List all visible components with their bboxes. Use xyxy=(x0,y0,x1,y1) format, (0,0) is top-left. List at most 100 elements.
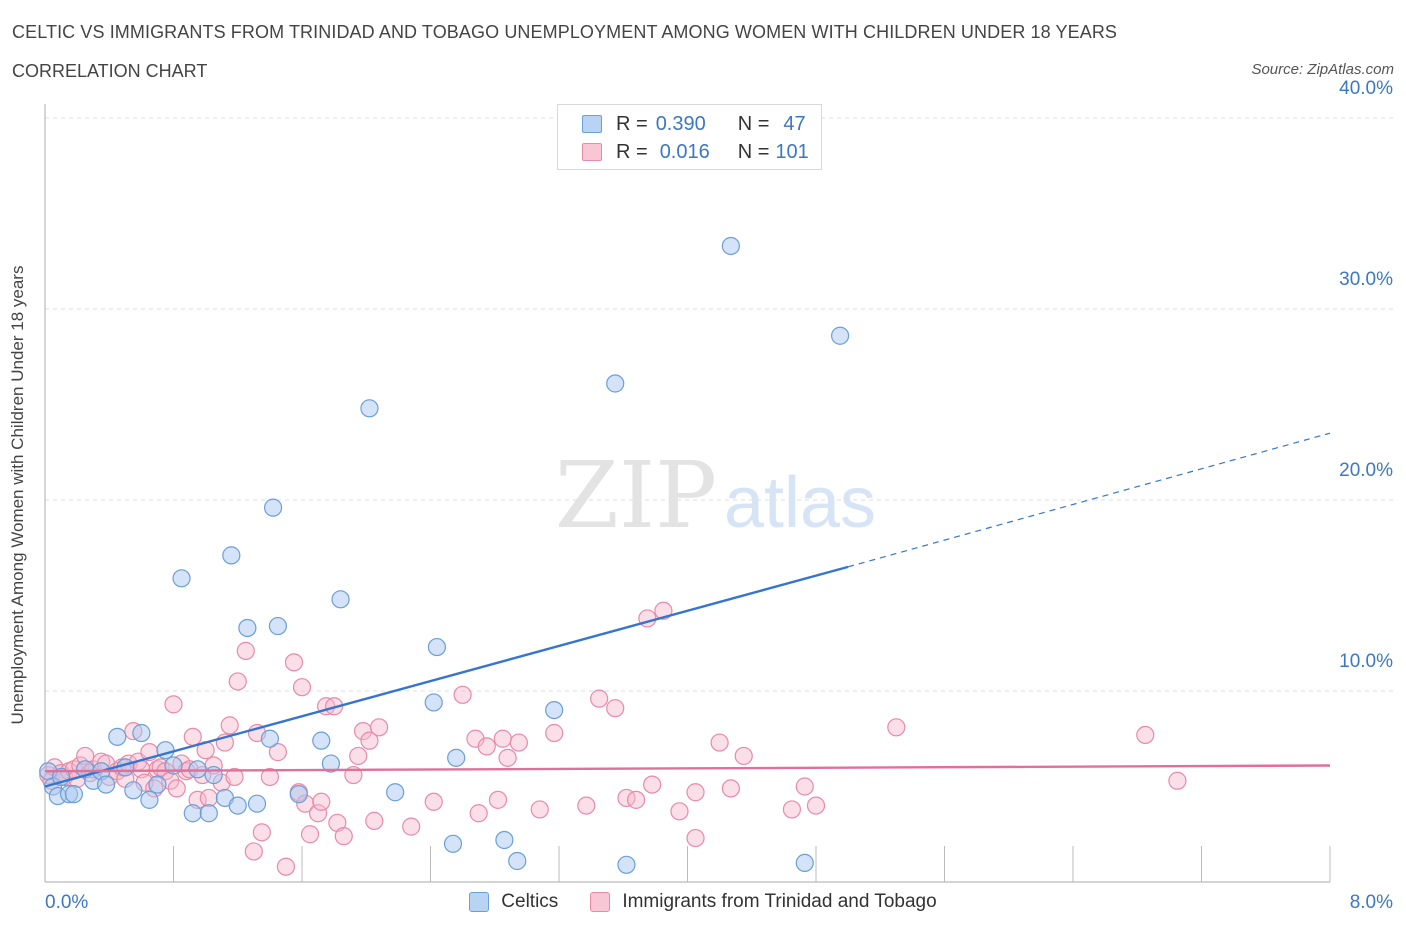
celtics-point xyxy=(617,855,636,874)
y-tick-label: 20.0% xyxy=(1339,460,1393,481)
r-value: 0.390 xyxy=(655,112,706,135)
trinidad-point xyxy=(734,746,753,766)
legend-item-celtics: Celtics xyxy=(469,891,558,913)
celtics-point xyxy=(795,853,814,873)
celtics-point xyxy=(199,804,218,823)
celtics-point xyxy=(312,731,331,750)
trinidad-point xyxy=(284,653,304,672)
trinidad-point xyxy=(236,641,255,660)
trinidad-point xyxy=(252,823,271,842)
zipatlas-watermark: ZIP atlas xyxy=(555,442,876,549)
celtics-legend-swatch xyxy=(469,892,490,912)
y-tick-label: 40.0% xyxy=(1339,78,1393,99)
axes xyxy=(44,104,1331,883)
series-legend: Celtics Immigrants from Trinidad and Tob… xyxy=(0,888,1406,916)
legend-row-celtics: R = 0.390 N = 47 xyxy=(582,111,806,137)
celtics-point xyxy=(721,236,740,256)
r-value: 0.016 xyxy=(659,140,710,163)
trinidad-point xyxy=(1168,771,1187,790)
celtics-point xyxy=(508,851,527,871)
trinidad-point xyxy=(260,767,279,787)
trinidad-point xyxy=(365,811,384,830)
celtics-swatch xyxy=(582,115,602,133)
celtics-point xyxy=(64,785,84,804)
trinidad-point xyxy=(590,689,609,708)
correlation-legend: R = 0.390 N = 47 R = 0.016 N = 101 xyxy=(557,104,822,170)
celtics-point xyxy=(108,727,127,746)
source-credit: Source: ZipAtlas.com xyxy=(1251,61,1394,78)
legend-row-trinidad: R = 0.016 N = 101 xyxy=(582,139,809,165)
trinidad-point xyxy=(183,727,202,746)
trinidad-point xyxy=(228,672,247,691)
celtics-point xyxy=(132,723,151,743)
celtics-point xyxy=(228,796,247,815)
trinidad-point xyxy=(686,783,705,802)
celtics-point xyxy=(222,546,241,565)
n-value: 47 xyxy=(783,112,806,135)
celtics-point xyxy=(183,804,202,823)
trinidad-point xyxy=(308,804,328,823)
trinidad-point xyxy=(545,723,564,743)
trinidad-point xyxy=(349,746,368,766)
trinidad-point xyxy=(721,779,740,798)
trend-lines xyxy=(44,432,1331,788)
celtics-trend-line xyxy=(44,565,849,788)
trinidad-point xyxy=(292,678,312,697)
celtics-point xyxy=(830,326,850,345)
trinidad-point xyxy=(402,817,421,836)
y-tick-label: 10.0% xyxy=(1339,651,1393,672)
legend-label-trinidad: Immigrants from Trinidad and Tobago xyxy=(622,891,937,912)
trinidad-point xyxy=(477,737,496,756)
celtics-points xyxy=(39,236,850,874)
trinidad-point xyxy=(710,733,729,752)
trinidad-point xyxy=(370,718,389,737)
trinidad-point xyxy=(577,796,596,815)
celtics-point xyxy=(238,618,257,638)
trinidad-point xyxy=(360,731,379,750)
celtics-point xyxy=(140,790,159,809)
celtics-point xyxy=(386,783,405,802)
legend-item-trinidad: Immigrants from Trinidad and Tobago xyxy=(590,891,937,913)
trinidad-point xyxy=(244,842,263,861)
trinidad-point xyxy=(167,779,186,798)
trinidad-point xyxy=(225,767,244,787)
trinidad-point xyxy=(164,695,183,714)
x-tick-label-max: 8.0% xyxy=(1350,892,1393,913)
celtics-point xyxy=(447,748,466,767)
trinidad-point xyxy=(606,699,625,718)
trinidad-swatch xyxy=(582,143,602,161)
trinidad-point xyxy=(469,804,488,823)
trinidad-point xyxy=(887,718,906,737)
celtics-point xyxy=(427,637,447,657)
trinidad-point xyxy=(670,802,689,821)
celtics-point xyxy=(96,775,116,794)
trinidad-point xyxy=(268,743,288,762)
trinidad-point xyxy=(334,827,353,846)
tick-labels: 10.0% 20.0% 30.0% 40.0% 0.0% 8.0% xyxy=(45,78,1393,913)
trinidad-point xyxy=(424,792,443,811)
celtics-point xyxy=(188,760,207,779)
celtics-point xyxy=(495,830,514,850)
trinidad-point xyxy=(300,825,320,844)
trinidad-point xyxy=(1136,725,1155,745)
celtics-point xyxy=(263,498,283,517)
trinidad-point xyxy=(493,729,512,748)
watermark-zip: ZIP xyxy=(555,442,717,549)
celtics-point xyxy=(204,765,223,785)
trinidad-point xyxy=(686,828,705,848)
y-tick-label: 30.0% xyxy=(1339,269,1393,290)
celtics-point xyxy=(321,754,341,773)
trinidad-trend-line xyxy=(44,764,1331,773)
celtics-point xyxy=(424,693,443,712)
celtics-point xyxy=(260,729,279,748)
trinidad-point xyxy=(782,800,802,819)
trinidad-point xyxy=(220,716,239,735)
trinidad-point xyxy=(626,790,646,809)
trinidad-legend-swatch xyxy=(590,892,611,912)
celtics-point xyxy=(545,700,564,720)
celtics-point xyxy=(148,775,167,794)
celtics-point xyxy=(172,569,191,588)
celtics-point xyxy=(360,399,379,418)
n-key: N = xyxy=(737,140,770,163)
